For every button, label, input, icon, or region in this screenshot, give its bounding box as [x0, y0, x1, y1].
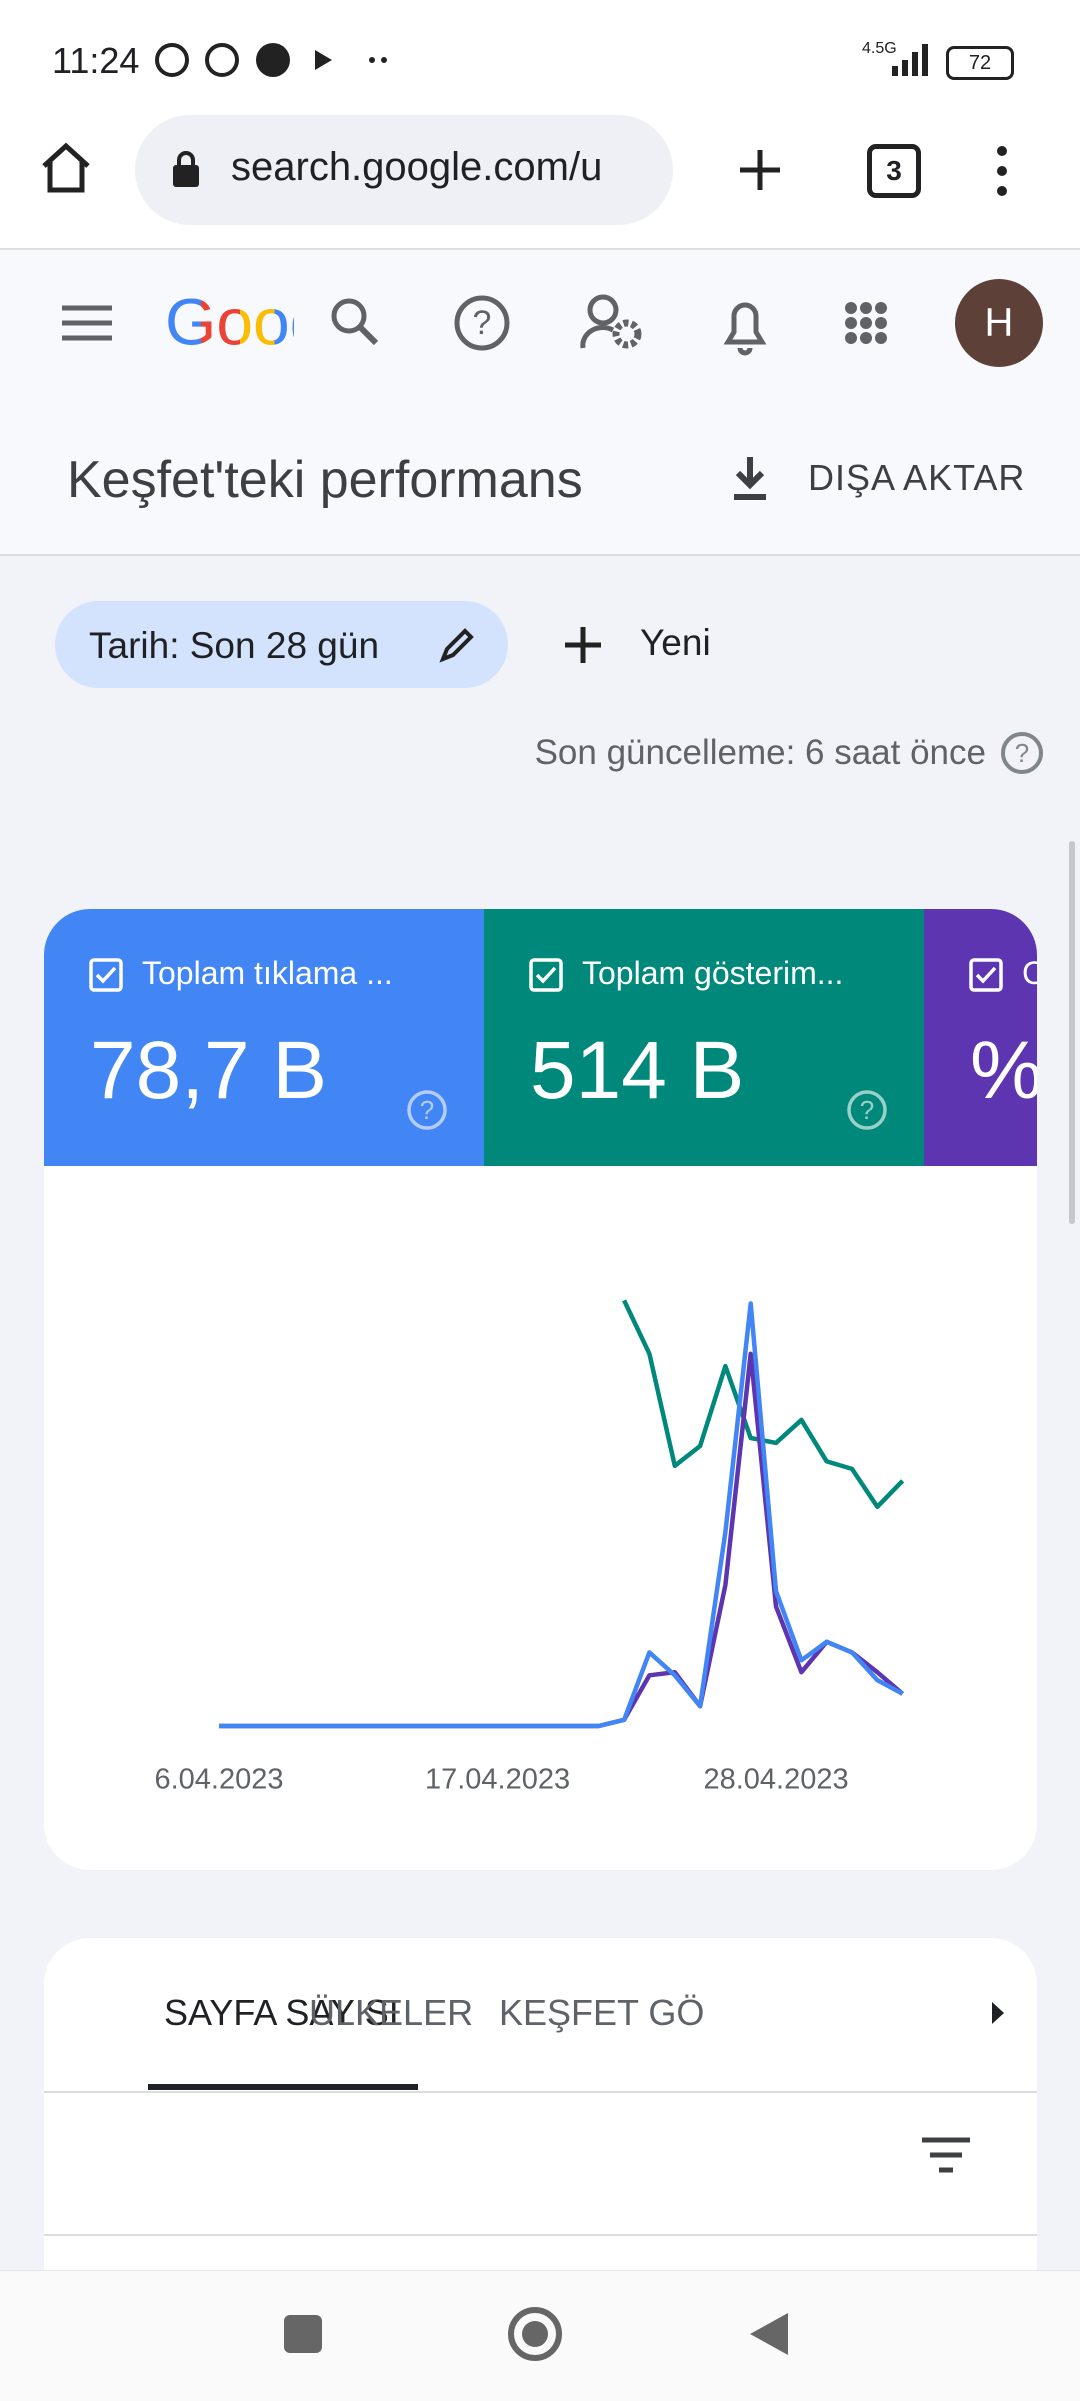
scrollbar — [1069, 841, 1075, 1224]
last-updated: Son güncelleme: 6 saat önce — [534, 733, 986, 772]
metric-value: % — [970, 1025, 1037, 1116]
metric-cards: ? Toplam tıklama ... 78,7 B? Toplam gösteri… — [44, 909, 1037, 1166]
url: search.google.com/u — [231, 145, 603, 189]
filter-icon[interactable] — [920, 2136, 972, 2176]
plus-icon — [565, 627, 601, 663]
battery: 72 — [946, 46, 1014, 80]
signal — [892, 44, 928, 76]
metric-card[interactable]: ? Toplam tıklama ... 78,7 B — [44, 909, 484, 1166]
svg-text:?: ? — [1015, 738, 1029, 768]
toolbar-icons: Goog ? H — [62, 279, 1043, 367]
chart: 6.04.2023 17.04.2023 28.04.2023 — [154, 1299, 905, 1796]
tab-count[interactable]: 3 — [867, 144, 921, 198]
x-tick-label: 6.04.2023 — [154, 1764, 283, 1796]
tab-scroll-arrow[interactable] — [988, 1998, 1008, 2028]
divider — [44, 2091, 1037, 2093]
help-icon[interactable]: ? — [1000, 731, 1044, 775]
status-icons — [155, 43, 387, 77]
lock-icon — [173, 151, 199, 187]
date-chip[interactable]: Tarih: Son 28 gün — [55, 601, 508, 688]
home-button[interactable] — [38, 140, 94, 196]
tab[interactable]: ÜLKELER — [309, 1992, 474, 2033]
metric-title: Toplam tıklama ... — [142, 955, 393, 991]
series-line — [219, 1351, 905, 1729]
edit-icon — [439, 628, 474, 663]
url-bar[interactable]: search.google.com/u — [135, 115, 673, 225]
tabs: SAYFA SAYISI ÜLKELER KEŞFET GÖ — [44, 1938, 944, 2093]
clock: 11:24 — [52, 40, 140, 81]
page-title: Keşfet'teki performans — [67, 451, 583, 509]
avatar[interactable]: H — [985, 301, 1014, 345]
metric-card[interactable]: C% — [924, 909, 1037, 1166]
performance-panel: ? Toplam tıklama ... 78,7 B? Toplam gösteri… — [44, 909, 1037, 1870]
download-icon — [734, 457, 766, 500]
app-header: Goog ? H Keşfet'teki performans DIŞA AKT… — [0, 250, 1080, 556]
nav-buttons[interactable] — [0, 2271, 1080, 2401]
series-line — [219, 1301, 904, 1729]
tab[interactable]: SAYFA SAYISI — [164, 1992, 399, 2033]
metric-value: 78,7 B — [90, 1025, 328, 1116]
export-button[interactable]: DIŞA AKTAR — [808, 457, 1026, 498]
metric-title: C — [1022, 955, 1037, 991]
tab[interactable]: KEŞFET GÖ — [499, 1992, 705, 2033]
metric-title: Toplam gösterim... — [582, 955, 844, 991]
browser-chrome: 11:24 4.5G 72 search.google.com/u 3 — [0, 0, 1080, 250]
new-tab[interactable] — [736, 146, 784, 194]
nav-bar — [0, 2270, 1080, 2401]
network-type: 4.5G — [862, 40, 897, 57]
svg-text:?: ? — [860, 1095, 874, 1125]
svg-text:?: ? — [473, 304, 492, 342]
metric-card[interactable]: ? Toplam gösterim... 514 B — [484, 909, 924, 1166]
x-tick-label: 17.04.2023 — [425, 1764, 570, 1796]
svg-text:?: ? — [420, 1095, 434, 1125]
new-button[interactable]: Yeni — [640, 622, 711, 663]
menu[interactable] — [990, 144, 1014, 198]
divider — [44, 2234, 1037, 2236]
tab-indicator — [148, 2084, 418, 2090]
date-chip-label: Tarih: Son 28 gün — [89, 625, 380, 666]
logo: Goog — [165, 284, 326, 358]
x-tick-label: 28.04.2023 — [703, 1764, 848, 1796]
metric-value: 514 B — [530, 1025, 745, 1116]
